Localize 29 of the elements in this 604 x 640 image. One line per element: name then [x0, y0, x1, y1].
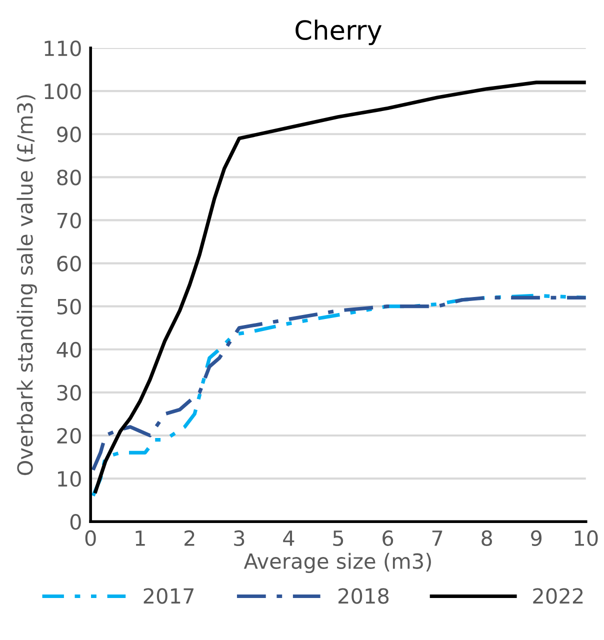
y-tick-label: 70	[57, 212, 81, 228]
y-tick-label: 100	[44, 84, 81, 100]
x-tick-label: 5	[333, 530, 344, 546]
y-tick-label: 20	[57, 428, 81, 444]
y-tick-label: 50	[57, 298, 81, 315]
y-tick-label: 40	[56, 342, 81, 358]
y-tick-label: 90	[57, 126, 81, 142]
y-axis-title: Overbark standing sale value (£/m3)	[16, 95, 37, 476]
y-tick-label: 30	[57, 384, 81, 401]
y-tick-label: 0	[70, 514, 81, 530]
x-tick-label: 10	[574, 530, 598, 546]
y-tick-label: 110	[44, 40, 81, 56]
y-tick-label: 60	[57, 256, 81, 272]
x-tick-label: 4	[283, 530, 294, 546]
x-tick-label: 6	[382, 530, 394, 546]
x-axis-title: Average size (m3)	[244, 552, 431, 574]
y-tick-label: 10	[58, 471, 81, 487]
x-tick-label: 8	[482, 530, 492, 546]
legend-label: 2018	[338, 588, 389, 604]
legend-label: 2022	[533, 588, 583, 604]
chart-title: Cherry	[296, 20, 382, 46]
x-tick-label: 1	[136, 530, 145, 546]
legend-label: 2017	[144, 588, 194, 604]
x-tick-label: 9	[531, 530, 542, 546]
x-tick-label: 2	[184, 530, 194, 546]
x-tick-label: 7	[432, 530, 442, 546]
x-tick-label: 0	[85, 530, 96, 546]
x-tick-label: 3	[234, 530, 244, 546]
y-tick-label: 80	[57, 170, 81, 186]
